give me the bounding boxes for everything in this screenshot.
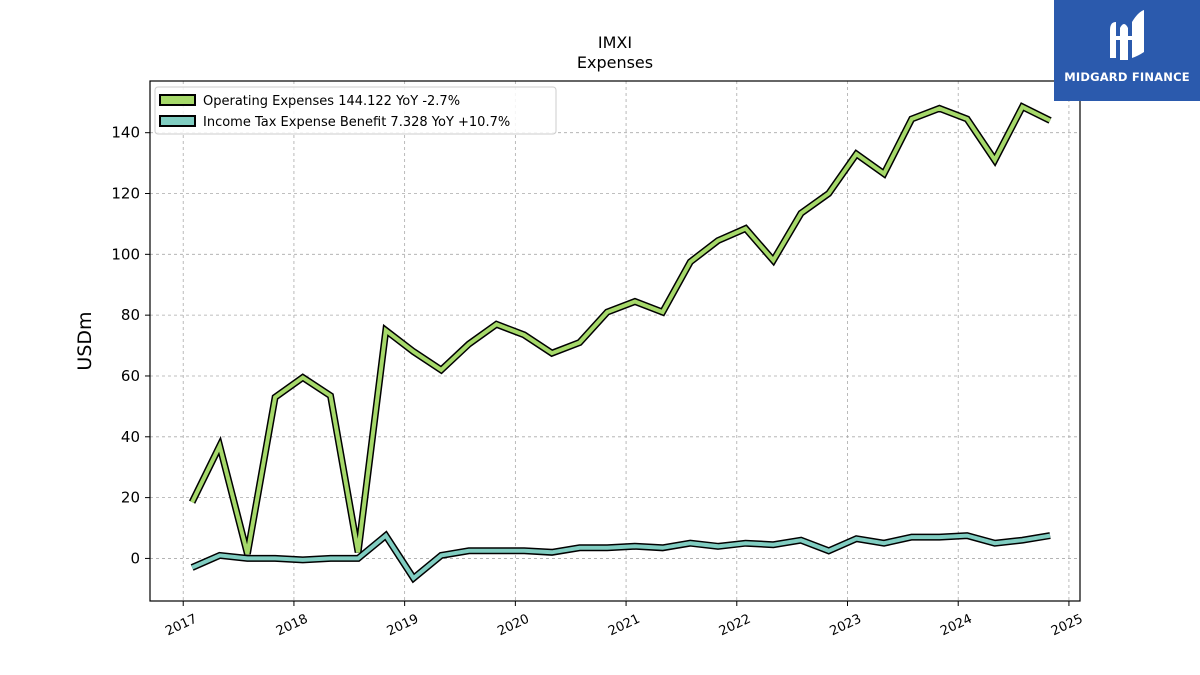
- plot-frame: [149, 80, 1081, 602]
- legend: Operating Expenses 144.122 YoY -2.7% Inco…: [154, 86, 557, 135]
- x-tick-label: 2022: [717, 612, 753, 640]
- logo-mark-icon: [1110, 10, 1144, 60]
- chart-title: IMXI: [598, 33, 632, 52]
- series-layer: [188, 102, 1052, 584]
- x-tick-label: 2017: [163, 612, 199, 640]
- x-tick-label: 2024: [938, 612, 974, 640]
- x-tick-label: 2021: [606, 612, 642, 640]
- y-tick-label: 100: [111, 245, 140, 263]
- x-tick-label: 2023: [828, 612, 864, 640]
- y-tick-label: 20: [121, 489, 140, 507]
- y-tick-label: 60: [121, 367, 140, 385]
- series-1-outline: [190, 530, 1051, 584]
- y-axis-label: USDm: [74, 311, 96, 370]
- y-tick-label: 80: [121, 306, 140, 324]
- series-1-line: [191, 532, 1051, 582]
- y-tick-label: 40: [121, 428, 140, 446]
- ticks-layer: 2017 2018 2019 2020 2021 2022 2023 2024 2025 0 20 4…: [111, 124, 1085, 640]
- grid-layer: [150, 81, 1080, 601]
- series-0-outline: [188, 102, 1052, 555]
- x-tick-label: 2025: [1049, 612, 1085, 640]
- series-0-line: [190, 104, 1051, 555]
- legend-label-1: Income Tax Expense Benefit 7.328 YoY +10…: [203, 115, 510, 130]
- legend-box: [154, 86, 557, 135]
- chart-subtitle: Expenses: [577, 53, 653, 72]
- legend-swatch-0: [159, 94, 196, 106]
- y-tick-label: 140: [111, 124, 140, 142]
- x-tick-label: 2020: [495, 612, 531, 640]
- x-tick-label: 2018: [274, 612, 310, 640]
- midgard-finance-logo: MIDGARD FINANCE: [1054, 0, 1200, 101]
- y-tick-label: 0: [130, 549, 140, 567]
- legend-swatch-1: [159, 115, 196, 127]
- y-tick-label: 120: [111, 185, 140, 203]
- logo-text: MIDGARD FINANCE: [1064, 70, 1190, 84]
- x-tick-label: 2019: [385, 612, 421, 640]
- legend-label-0: Operating Expenses 144.122 YoY -2.7%: [203, 94, 460, 109]
